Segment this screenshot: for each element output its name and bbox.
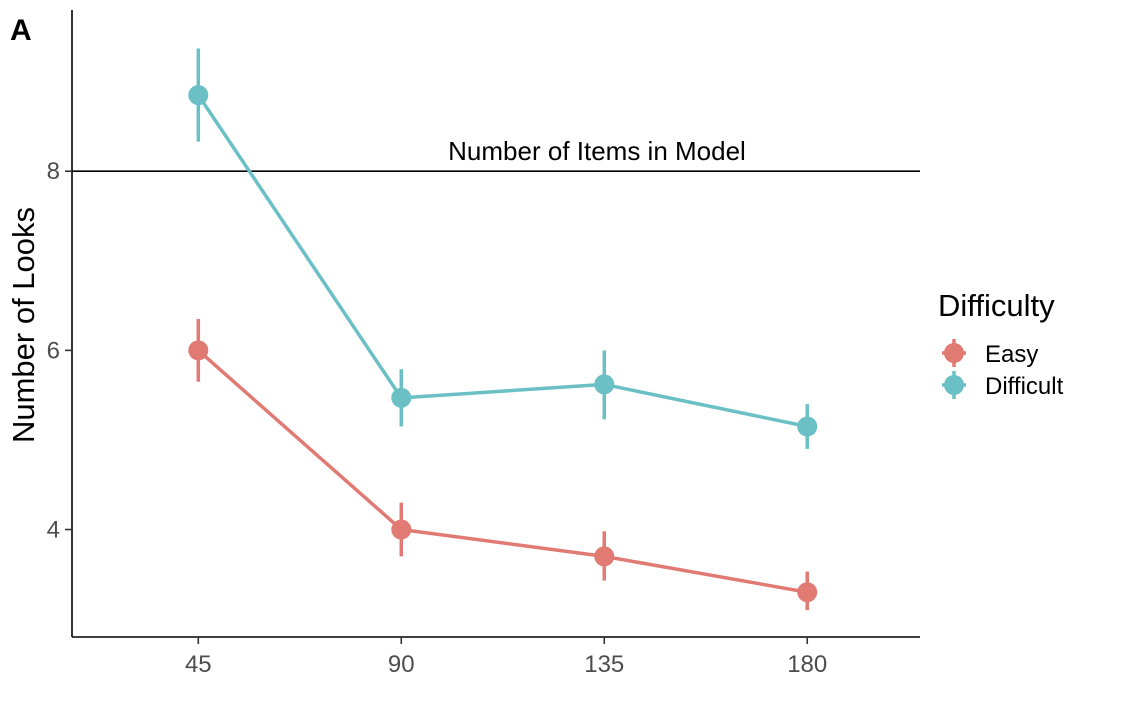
legend-key-point bbox=[944, 343, 964, 363]
data-point-difficult bbox=[594, 374, 615, 395]
legend-label-difficult: Difficult bbox=[985, 373, 1064, 400]
y-tick-label: 4 bbox=[47, 517, 60, 544]
data-point-easy bbox=[391, 519, 412, 540]
series-easy bbox=[188, 319, 818, 611]
legend-item-difficult: Difficult bbox=[942, 371, 1064, 400]
legend-title: Difficulty bbox=[938, 288, 1055, 323]
y-tick-label: 6 bbox=[47, 337, 60, 364]
data-point-difficult bbox=[391, 387, 412, 408]
series-line-easy bbox=[197, 349, 808, 594]
x-tick-label: 45 bbox=[185, 651, 212, 678]
legend-item-easy: Easy bbox=[942, 339, 1038, 368]
y-ticks: 4 6 8 bbox=[47, 158, 72, 544]
data-point-difficult bbox=[797, 416, 818, 437]
x-tick-label: 135 bbox=[584, 651, 624, 678]
plot-area: Number of Items in Model 4 6 8 45 90 135 180 bbox=[47, 10, 920, 678]
reference-line-group: Number of Items in Model bbox=[72, 136, 920, 173]
y-axis-title: Number of Looks bbox=[6, 207, 41, 443]
y-tick-label: 8 bbox=[47, 158, 60, 185]
legend: Difficulty Easy Difficult bbox=[938, 288, 1064, 400]
series-line-difficult bbox=[196, 94, 808, 429]
data-point-difficult bbox=[188, 85, 209, 106]
legend-label-easy: Easy bbox=[985, 341, 1038, 368]
x-tick-label: 180 bbox=[787, 651, 827, 678]
data-point-easy bbox=[594, 546, 615, 567]
data-point-easy bbox=[797, 582, 818, 603]
panel-label: A bbox=[10, 14, 32, 47]
series-difficult bbox=[188, 48, 818, 449]
x-ticks: 45 90 135 180 bbox=[185, 637, 827, 678]
reference-line-label: Number of Items in Model bbox=[448, 136, 746, 166]
data-point-easy bbox=[188, 340, 209, 361]
series-group bbox=[188, 48, 818, 611]
legend-key-point bbox=[944, 375, 964, 395]
legend-items: Easy Difficult bbox=[942, 339, 1064, 400]
x-tick-label: 90 bbox=[388, 651, 415, 678]
